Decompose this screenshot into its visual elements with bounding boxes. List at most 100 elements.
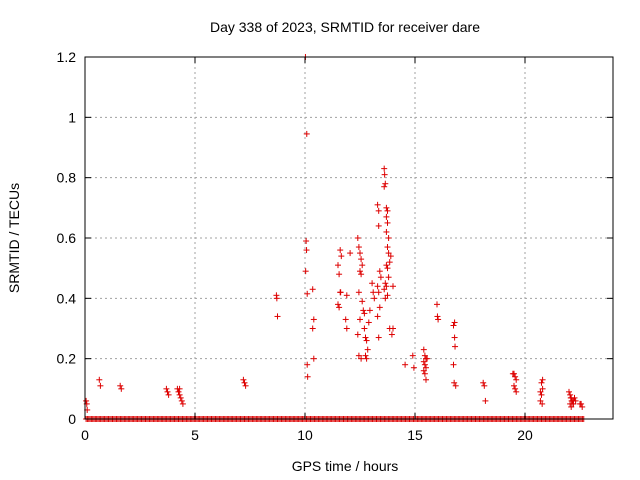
grid: [85, 57, 613, 419]
data-point: [381, 286, 388, 293]
data-point: [385, 250, 392, 257]
data-point: [568, 403, 575, 410]
data-point: [385, 235, 392, 241]
x-tick-label: 20: [517, 427, 533, 443]
data-point: [96, 376, 103, 383]
data-point: [303, 130, 310, 137]
data-point: [511, 370, 517, 377]
data-point: [359, 298, 366, 305]
data-point: [386, 259, 393, 266]
data-point: [163, 385, 170, 392]
data-point: [382, 180, 389, 187]
data-point: [364, 346, 371, 353]
data-point: [513, 388, 520, 395]
data-point: [97, 382, 104, 389]
data-point: [357, 316, 363, 323]
data-point: [390, 283, 396, 290]
data-point: [241, 379, 248, 386]
data-point: [359, 262, 366, 269]
data-point: [387, 253, 394, 260]
data-point: [343, 325, 350, 332]
plot-frame: [84, 56, 614, 420]
data-point: [421, 361, 428, 368]
data-point: [578, 400, 585, 407]
data-point: [309, 325, 316, 332]
data-point: [402, 361, 409, 368]
data-point: [450, 322, 457, 329]
data-point: [420, 358, 427, 365]
data-point: [512, 373, 519, 380]
data-point: [374, 201, 381, 208]
data-point: [566, 388, 572, 395]
data-point: [371, 295, 378, 302]
data-point: [388, 331, 395, 338]
y-tick-label: 0.8: [57, 170, 77, 186]
data-point: [366, 307, 373, 314]
data-point: [452, 382, 459, 389]
data-point: [434, 313, 441, 320]
data-point: [337, 289, 344, 296]
data-point: [538, 391, 545, 398]
data-point: [384, 207, 391, 214]
data-point: [358, 271, 365, 278]
data-point: [538, 379, 545, 386]
data-point: [383, 262, 390, 269]
data-point: [375, 222, 382, 229]
data-point: [374, 313, 381, 320]
data-point: [354, 331, 361, 338]
data-point: [421, 352, 428, 359]
data-point: [358, 355, 365, 362]
data-point: [179, 400, 186, 407]
data-point: [118, 385, 125, 392]
data-point: [424, 355, 431, 362]
data-point: [571, 394, 578, 401]
data-point: [376, 268, 383, 275]
data-point: [336, 304, 343, 311]
data-point: [377, 274, 384, 281]
data-point: [355, 352, 362, 359]
data-point: [177, 394, 184, 401]
data-point: [343, 292, 350, 299]
data-point: [381, 171, 388, 178]
data-point: [365, 319, 372, 326]
data-point: [274, 313, 281, 320]
data-point: [304, 373, 311, 380]
data-point: [567, 391, 574, 398]
data-point: [539, 400, 546, 407]
data-point: [338, 253, 345, 260]
data-point: [383, 213, 390, 220]
data-point: [358, 256, 365, 263]
data-point: [539, 376, 546, 383]
data-point: [375, 334, 382, 341]
data-point: [450, 361, 457, 368]
data-point: [384, 292, 391, 299]
data-point: [572, 397, 579, 404]
y-tick-label: 0.4: [57, 290, 77, 306]
y-tick-label: 0.2: [57, 351, 77, 367]
data-point: [240, 376, 247, 383]
data-point: [384, 244, 391, 251]
data-point: [482, 397, 489, 404]
x-tick-label: 0: [81, 427, 89, 443]
data-point: [384, 265, 391, 272]
data-point: [363, 355, 370, 362]
data-point: [390, 325, 396, 332]
data-point: [383, 204, 390, 211]
data-point: [451, 379, 458, 386]
data-point: [309, 286, 316, 293]
data-point: [165, 391, 172, 398]
data-point: [342, 316, 349, 323]
data-point: [360, 307, 367, 314]
data-point: [383, 228, 390, 235]
data-point: [369, 280, 376, 287]
data-point: [83, 397, 90, 404]
data-point: [310, 355, 317, 362]
data-point: [347, 250, 354, 257]
data-point: [336, 271, 343, 278]
data-point: [383, 283, 390, 290]
data-point: [409, 352, 416, 359]
data-point: [304, 361, 311, 368]
data-point: [362, 334, 369, 341]
data-point: [337, 247, 344, 254]
